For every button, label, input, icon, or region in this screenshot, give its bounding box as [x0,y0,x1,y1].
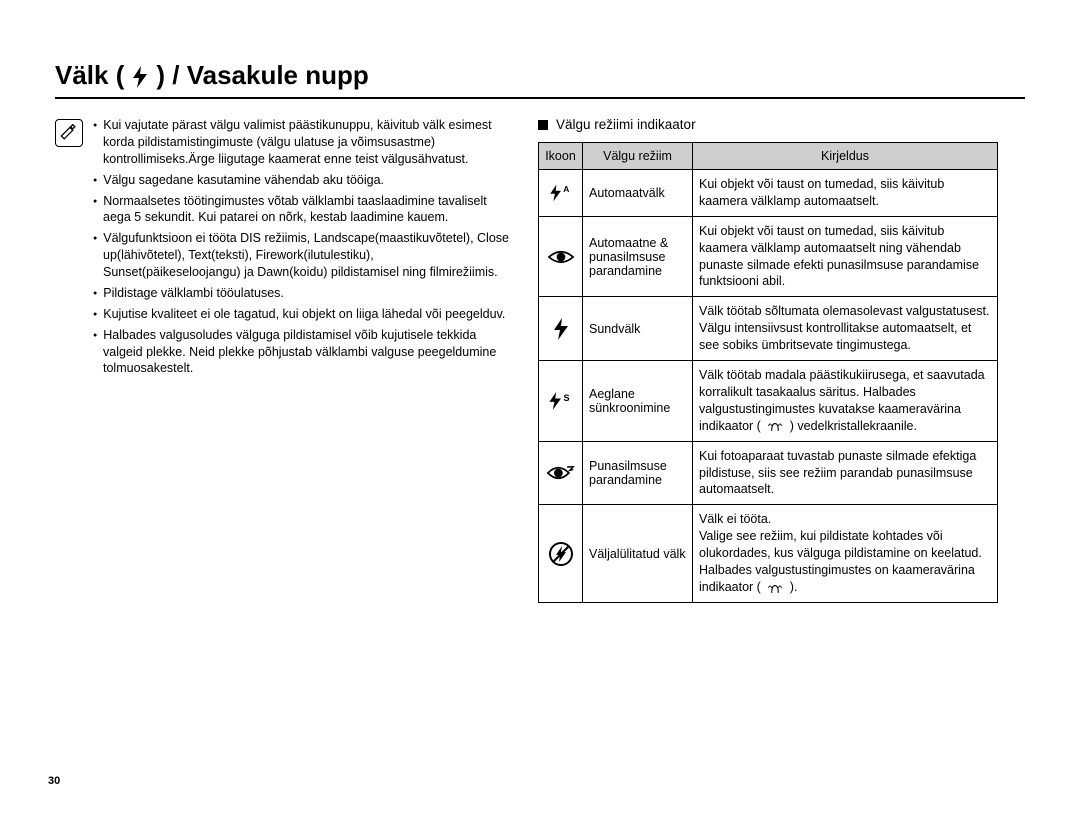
mode-name: Automaatvälk [583,170,693,217]
mode-desc: Kui objekt või taust on tumedad, siis kä… [693,216,998,297]
mode-name: Automaatne & punasilmsuse parandamine [583,216,693,297]
table-body: A Automaatvälk Kui objekt või taust on t… [539,170,998,603]
page-title: Välk ( ) / Vasakule nupp [55,60,1025,99]
mode-name: Punasilmsuse parandamine [583,441,693,505]
mode-name: Väljalülitatud välk [583,505,693,603]
indicator-heading: Välgu režiimi indikaator [538,117,998,132]
table-row: Automaatne & punasilmsuse parandamine Ku… [539,216,998,297]
manual-page: Välk ( ) / Vasakule nupp Kui vajutate pä… [0,0,1080,815]
table-header-row: Ikoon Välgu režiim Kirjeldus [539,143,998,170]
eye-icon [539,216,583,297]
mode-name: Aeglane sünkroonimine [583,360,693,441]
note-block: Kui vajutate pärast välgu valimist pääst… [55,117,510,381]
content-columns: Kui vajutate pärast välgu valimist pääst… [55,117,1025,603]
flash-icon [539,297,583,361]
note-item: Välgufunktsioon ei tööta DIS režiimis, L… [93,230,510,281]
mode-name: Sundvälk [583,297,693,361]
flash-icon [130,60,150,91]
th-icon: Ikoon [539,143,583,170]
mode-desc: Kui objekt või taust on tumedad, siis kä… [693,170,998,217]
desc-post: ). [790,580,798,594]
th-desc: Kirjeldus [693,143,998,170]
note-item: Välgu sagedane kasutamine vähendab aku t… [93,172,510,189]
flash-mode-table: Ikoon Välgu režiim Kirjeldus A Automaatv… [538,142,998,603]
svg-text:S: S [563,393,569,403]
flash-auto-icon: A [539,170,583,217]
eye-fix-icon [539,441,583,505]
note-item: Kujutise kvaliteet ei ole tagatud, kui o… [93,306,510,323]
title-prefix: Välk ( [55,60,124,91]
note-item: Pildistage välklambi tööulatuses. [93,285,510,302]
th-mode: Välgu režiim [583,143,693,170]
table-row: Sundvälk Välk töötab sõltumata olemasole… [539,297,998,361]
page-number: 30 [48,775,60,787]
note-item: Halbades valgusoludes välguga pildistami… [93,327,510,378]
title-suffix: ) / Vasakule nupp [156,60,368,91]
note-item: Normaalsetes töötingimustes võtab välkla… [93,193,510,227]
table-row: Väljalülitatud välk Välk ei tööta. Valig… [539,505,998,603]
mode-desc: Välk töötab sõltumata olemasolevast valg… [693,297,998,361]
flash-slow-icon: S [539,360,583,441]
left-column: Kui vajutate pärast välgu valimist pääst… [55,117,510,603]
table-row: Punasilmsuse parandamine Kui fotoaparaat… [539,441,998,505]
mode-desc: Kui fotoaparaat tuvastab punaste silmade… [693,441,998,505]
note-item: Kui vajutate pärast välgu valimist pääst… [93,117,510,168]
table-row: S Aeglane sünkroonimine Välk töötab mada… [539,360,998,441]
mode-desc: Välk ei tööta. Valige see režiim, kui pi… [693,505,998,603]
desc-post: ) vedelkristallekraanile. [790,419,917,433]
svg-text:A: A [563,184,569,194]
table-row: A Automaatvälk Kui objekt või taust on t… [539,170,998,217]
shake-icon [766,418,784,435]
shake-icon [766,579,784,596]
flash-off-icon [539,505,583,603]
right-column: Välgu režiimi indikaator Ikoon Välgu rež… [538,117,998,603]
note-icon [55,119,83,147]
mode-desc: Välk töötab madala päästikukiirusega, et… [693,360,998,441]
desc-pre: Välk ei tööta. Valige see režiim, kui pi… [699,512,982,594]
note-list: Kui vajutate pärast välgu valimist pääst… [93,117,510,381]
